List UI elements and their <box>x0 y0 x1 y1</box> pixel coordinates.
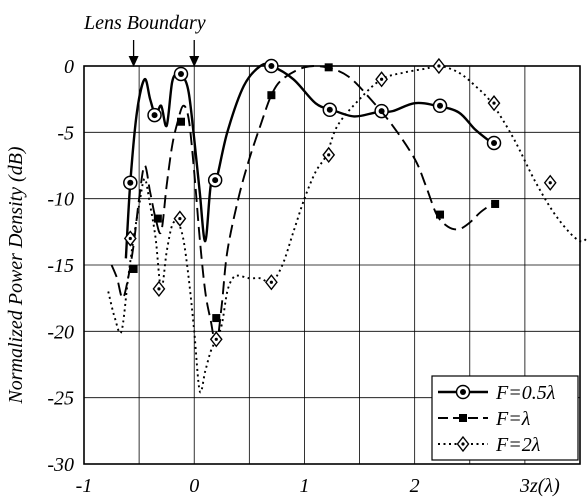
legend-label: F=λ <box>495 408 531 430</box>
marker-circle-dot <box>491 139 498 146</box>
lens-boundary-arrow-head <box>128 56 139 67</box>
marker-square <box>129 264 138 273</box>
marker-diamond-dot <box>492 101 496 105</box>
marker-diamond-dot <box>157 287 161 291</box>
marker-circle-dot <box>212 177 219 184</box>
marker-square <box>212 314 221 323</box>
series-group <box>107 57 587 394</box>
x-tick-label: 0 <box>189 475 199 497</box>
x-tick-label: -1 <box>76 475 93 497</box>
x-axis-label: z(λ) <box>529 475 560 497</box>
legend: F=0.5λ F=λ F=2λ <box>431 375 579 461</box>
lens-boundary-annotation: Lens Boundary <box>83 12 206 34</box>
y-tick-label: -25 <box>47 388 74 410</box>
lens-boundary-markers <box>128 40 200 67</box>
y-tick-label: -15 <box>47 255 74 277</box>
y-tick-label: -20 <box>47 321 74 343</box>
tick-labels: 0-5-10-15-20-25-30-1 0 1 2 3 <box>47 56 530 497</box>
y-axis-label: Normalized Power Density (dB) <box>5 146 27 405</box>
marker-circle-dot <box>127 179 134 186</box>
marker-diamond-dot <box>380 77 384 81</box>
x-tick-label: 2 <box>410 475 420 497</box>
series-line <box>124 62 493 259</box>
marker-square <box>436 210 445 219</box>
marker-circle-dot <box>460 389 466 395</box>
marker-square <box>267 91 276 100</box>
marker-circle-dot <box>437 102 444 109</box>
marker-circle-dot <box>268 63 275 69</box>
marker-diamond-dot <box>269 280 273 284</box>
x-tick-label: 1 <box>299 475 309 497</box>
marker-square <box>153 214 162 223</box>
marker-diamond-dot <box>461 442 465 446</box>
marker-circle-dot <box>151 112 158 119</box>
legend-label: F=2λ <box>495 434 541 456</box>
marker-square <box>491 199 500 208</box>
lens-boundary-arrow-head <box>189 56 200 67</box>
y-tick-label: 0 <box>64 56 74 78</box>
series-3 <box>107 57 587 394</box>
marker-circle-dot <box>177 70 184 77</box>
series-line <box>110 65 495 346</box>
marker-circle-dot <box>326 106 333 113</box>
marker-diamond-dot <box>437 64 441 68</box>
marker-square <box>459 414 467 422</box>
series-1 <box>123 58 502 259</box>
marker-diamond-dot <box>214 337 218 341</box>
marker-diamond-dot <box>548 181 552 185</box>
y-tick-label: -30 <box>47 454 74 476</box>
legend-label: F=0.5λ <box>495 382 556 404</box>
marker-square <box>176 117 185 126</box>
x-tick-label: 3 <box>519 475 530 497</box>
y-tick-label: -10 <box>47 189 74 211</box>
marker-square <box>324 63 333 72</box>
series-2 <box>110 63 500 346</box>
marker-diamond-dot <box>178 216 182 221</box>
marker-diamond-dot <box>128 236 132 241</box>
marker-diamond-dot <box>327 153 331 157</box>
y-tick-label: -5 <box>57 122 74 144</box>
